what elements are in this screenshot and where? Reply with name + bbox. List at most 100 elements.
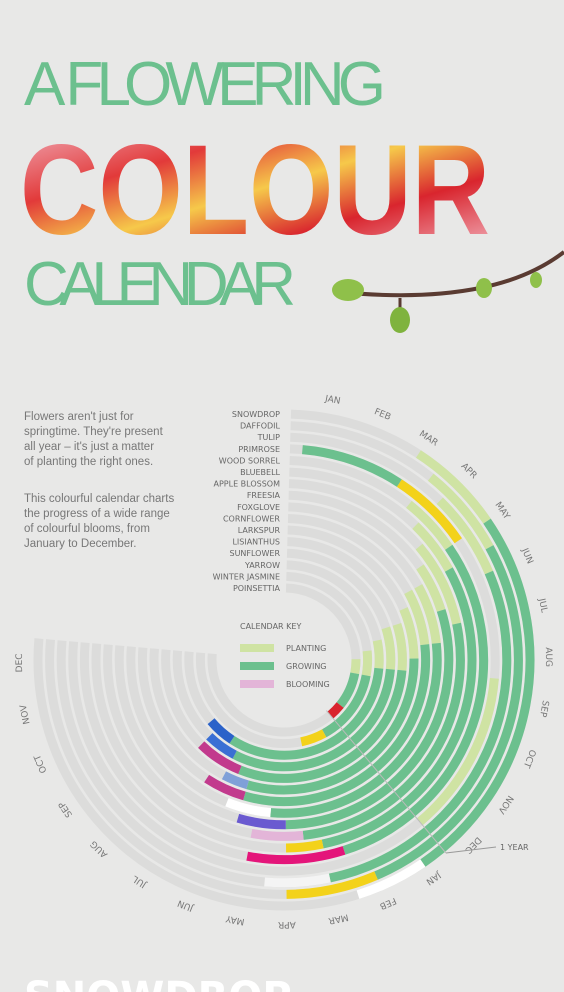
growing-arc <box>321 674 371 738</box>
growing-arc <box>285 609 454 830</box>
flower-label: FREESIA <box>247 491 281 500</box>
key-label: BLOOMING <box>286 680 330 689</box>
month-label: MAY <box>492 500 511 522</box>
growing-arc <box>232 668 395 772</box>
blooming-arc <box>221 771 249 790</box>
month-label: AUG <box>89 838 110 859</box>
blooming-arc <box>327 702 344 719</box>
blooming-arc <box>225 797 272 818</box>
growing-arc <box>374 545 523 880</box>
planting-arc <box>392 623 407 671</box>
flower-label: SNOWDROP <box>232 410 280 419</box>
blooming-arc <box>396 479 463 544</box>
planting-arc <box>399 607 419 659</box>
planting-arc <box>406 500 453 550</box>
planting-arc <box>404 589 430 646</box>
intro-text: of planting the right ones. <box>24 456 153 468</box>
blooming-arc <box>198 741 242 775</box>
growing-arc <box>420 518 535 867</box>
key-swatch <box>240 644 274 652</box>
planting-arc <box>416 678 499 826</box>
month-label: SEP <box>57 799 75 819</box>
month-label: FEB <box>373 407 393 423</box>
growing-arc <box>238 669 407 783</box>
key-label: GROWING <box>286 662 327 671</box>
planting-arc <box>414 584 441 644</box>
blooming-arc <box>204 774 246 801</box>
flower-label: LISIANTHUS <box>232 538 280 547</box>
planting-arc <box>415 450 491 524</box>
key-swatch <box>240 680 274 688</box>
year-marker: 1 YEAR <box>500 843 529 852</box>
growing-arc <box>342 544 489 855</box>
blooming-arc <box>206 733 237 759</box>
flower-label: FOXGLOVE <box>237 503 280 512</box>
month-label: NOV <box>495 793 515 816</box>
title-line-1: A FLOWERING <box>24 50 386 119</box>
intro-text: This colourful calendar charts <box>24 493 174 505</box>
blooming-arc <box>207 718 235 744</box>
flower-label: CORNFLOWER <box>223 514 280 523</box>
blooming-arc <box>236 813 286 830</box>
blooming-arc <box>285 839 324 853</box>
blooming-arc <box>250 828 304 841</box>
month-label: APR <box>278 919 296 929</box>
key-swatch <box>240 662 274 670</box>
month-label: DEC <box>463 834 483 855</box>
planting-arc <box>361 650 373 677</box>
flower-label: TULIP <box>257 433 281 442</box>
month-label: AUG <box>543 647 553 667</box>
month-label: OCT <box>521 748 537 770</box>
month-label: MAR <box>417 429 439 448</box>
planting-arc <box>412 522 453 572</box>
month-label: FEB <box>378 895 398 911</box>
planting-arc <box>381 626 396 670</box>
flower-label: LARKSPUR <box>238 526 281 535</box>
title-line-2: COLOUR <box>20 119 490 262</box>
blooming-arc <box>300 729 327 747</box>
growing-arc <box>302 622 465 840</box>
planting-arc <box>427 473 494 550</box>
growing-arc <box>246 658 419 795</box>
planting-arc <box>372 639 384 669</box>
month-label: DEC <box>15 653 25 672</box>
month-label: JUN <box>176 897 195 913</box>
blooming-arc <box>286 871 378 899</box>
flower-label: WINTER JASMINE <box>213 572 280 581</box>
flower-label: SUNFLOWER <box>229 549 280 558</box>
key-title: CALENDAR KEY <box>240 622 301 631</box>
planting-arc <box>416 564 446 612</box>
month-label: SEP <box>537 699 550 718</box>
intro-text: springtime. They're present <box>24 426 164 438</box>
growing-arc <box>270 642 442 818</box>
growing-arc <box>336 672 360 708</box>
flower-label: YARROW <box>244 561 280 570</box>
growing-arc <box>321 567 477 849</box>
month-label: MAY <box>225 913 246 926</box>
intro-text: all year – it's just a matter <box>24 441 154 453</box>
blooming-arc <box>264 873 331 888</box>
flower-label: DAFFODIL <box>240 422 281 431</box>
next-section-title: SNOWDROP <box>24 974 292 992</box>
flower-label: PRIMROSE <box>238 445 280 454</box>
flower-label: APPLE BLOSSOM <box>214 480 281 489</box>
intro-text: the progress of a wide range <box>24 508 170 520</box>
title-line-3: CALENDAR <box>24 250 296 319</box>
growing-arc <box>301 445 402 487</box>
flower-label: WOOD SORREL <box>219 456 281 465</box>
intro-text: January to December. <box>24 538 137 550</box>
month-label: APR <box>459 461 479 481</box>
month-label: NOV <box>19 703 33 725</box>
month-label: JUL <box>536 597 549 614</box>
intro-text: Flowers aren't just for <box>24 411 134 423</box>
intro-text: of colourful blooms, from <box>24 523 150 535</box>
branch <box>332 250 564 333</box>
month-label: OCT <box>33 753 50 775</box>
blooming-arc <box>356 859 426 899</box>
growing-arc <box>229 667 384 760</box>
year-divider <box>326 710 447 854</box>
planting-arc <box>350 659 361 675</box>
flower-label: POINSETTIA <box>233 584 281 593</box>
month-label: JAN <box>323 394 341 407</box>
